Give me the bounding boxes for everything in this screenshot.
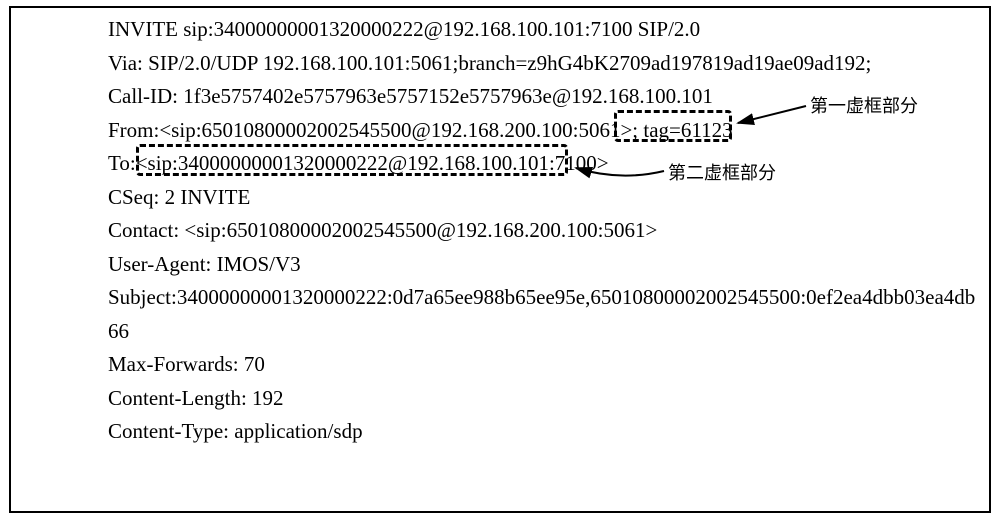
arrow-overlay [0, 0, 1000, 519]
